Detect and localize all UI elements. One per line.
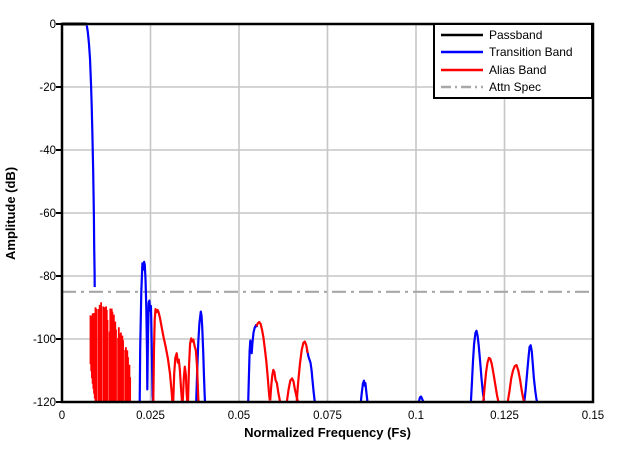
y-tick-label: -40 xyxy=(39,145,56,157)
x-tick-label: 0 xyxy=(59,410,65,422)
alias-band-line-sample xyxy=(441,68,483,71)
series-alias-blue-spike-2 xyxy=(195,310,207,403)
series-alias-blue-edge-1 xyxy=(305,349,316,403)
legend-label-attn-spec: Attn Spec xyxy=(489,79,542,94)
series-alias-red-arch-4 xyxy=(295,340,309,403)
series-alias-red-arch-5 xyxy=(482,356,500,403)
x-tick-label: 0.025 xyxy=(136,410,165,422)
x-tick-label: 0.1 xyxy=(408,410,424,422)
legend-label-transition-band: Transition Band xyxy=(489,45,573,60)
legend-label-alias-band: Alias Band xyxy=(489,62,547,77)
legend-item-attn-spec: Attn Spec xyxy=(435,79,591,95)
series-alias-red-arch-3 xyxy=(255,320,271,401)
legend-item-alias-band: Alias Band xyxy=(435,62,591,78)
series-alias-blue-spike-6 xyxy=(523,344,539,403)
y-tick-label: -100 xyxy=(33,334,56,346)
legend-label-passband: Passband xyxy=(489,28,543,43)
y-tick-label: -120 xyxy=(33,397,56,409)
alias-dense-band xyxy=(89,302,132,402)
legend: Passband Transition Band Alias Band Attn… xyxy=(433,23,593,99)
x-tick-label: 0.15 xyxy=(582,410,604,422)
series-alias-red-arch-1 xyxy=(152,308,174,403)
series-alias-blue-spike-4 xyxy=(359,379,369,403)
x-tick-label: 0.05 xyxy=(228,410,250,422)
series-alias-blue-spike-5 xyxy=(469,329,486,403)
transition-band-line-sample xyxy=(441,51,483,54)
y-axis-title: Amplitude (dB) xyxy=(3,166,18,260)
y-tick-label: -20 xyxy=(39,82,56,94)
series-alias-red-arch-6 xyxy=(506,364,526,403)
series-alias-red-bump-3 xyxy=(269,368,282,403)
y-tick-label: -80 xyxy=(39,271,56,283)
series-alias-red-arch-2 xyxy=(186,337,200,403)
series-alias-red-bump-2 xyxy=(181,365,189,403)
x-axis-title: Normalized Frequency (Fs) xyxy=(244,425,411,440)
attn-spec-line-sample xyxy=(441,85,483,88)
x-tick-label: 0.125 xyxy=(490,410,519,422)
passband-line-sample xyxy=(441,33,483,37)
y-tick-label: 0 xyxy=(50,19,56,31)
x-tick-label: 0.075 xyxy=(313,410,342,422)
series-alias-blue-spike-3 xyxy=(247,324,259,403)
series-alias-blue-spike-1 xyxy=(138,260,155,403)
series-alias-blue-nub xyxy=(417,395,425,403)
series-alias-red-bump-1 xyxy=(172,352,184,403)
legend-item-transition-band: Transition Band xyxy=(435,44,591,60)
legend-item-passband: Passband xyxy=(435,27,591,43)
y-tick-label: -60 xyxy=(39,208,56,220)
series-transition-band xyxy=(85,25,96,288)
